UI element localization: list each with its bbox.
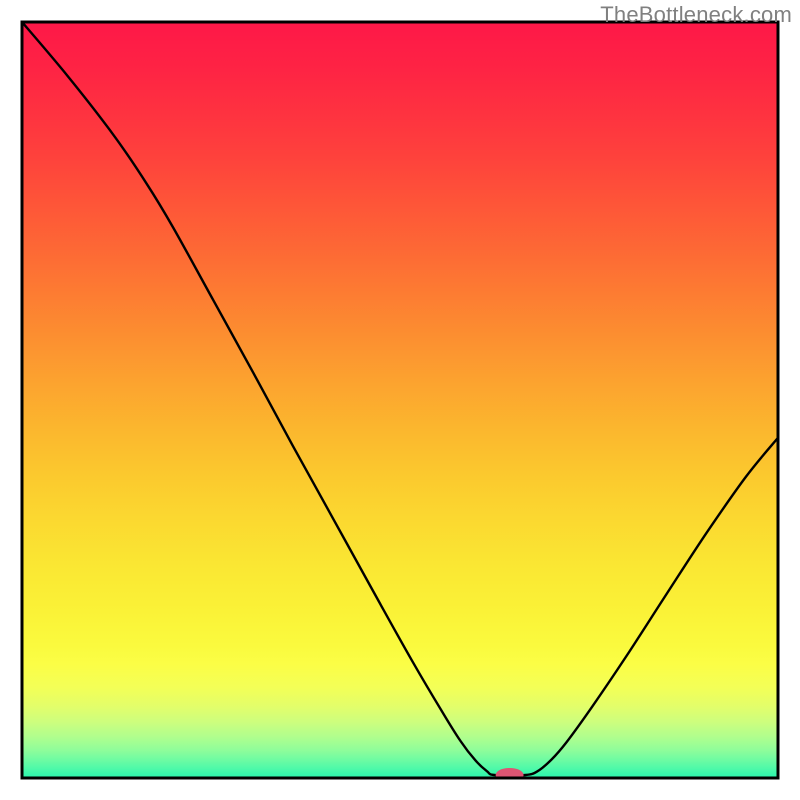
chart-root: TheBottleneck.com	[0, 0, 800, 800]
chart-svg	[0, 0, 800, 800]
watermark-text: TheBottleneck.com	[600, 2, 792, 28]
minimum-marker	[496, 768, 524, 782]
chart-background	[22, 22, 778, 778]
